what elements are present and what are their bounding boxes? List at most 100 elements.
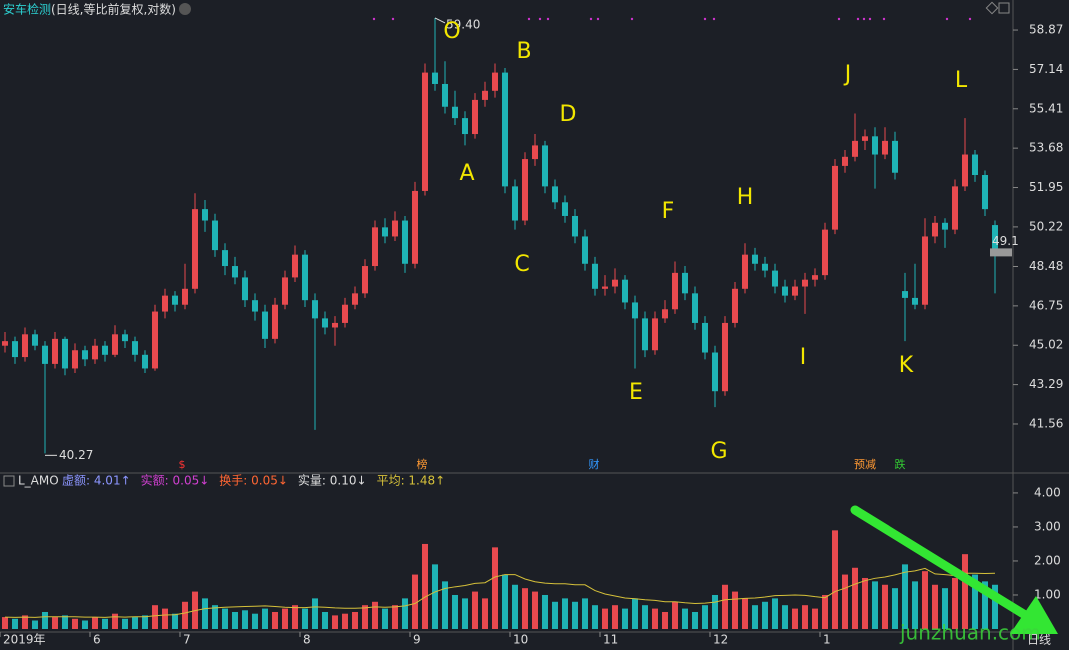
- y-tick-label: 3.00: [1034, 519, 1061, 533]
- last-price-box: [990, 248, 1012, 257]
- candle-body: [162, 295, 168, 312]
- volume-bar: [102, 618, 108, 629]
- volume-bar: [292, 605, 298, 629]
- candle-body: [272, 304, 278, 339]
- candle-body: [562, 202, 568, 216]
- volume-bar: [152, 605, 158, 629]
- volume-bar: [282, 608, 288, 629]
- candle-body: [262, 311, 268, 339]
- x-tick-label: 10: [513, 633, 528, 647]
- candle-body: [572, 215, 578, 237]
- candle-body: [672, 272, 678, 310]
- candle-body: [112, 334, 118, 355]
- volume-bar: [592, 605, 598, 629]
- volume-bar: [432, 564, 438, 629]
- candle-body: [802, 279, 808, 287]
- volume-stat: 虚额: 4.01↑: [62, 474, 131, 488]
- volume-bar: [772, 598, 778, 629]
- x-tick-label: 11: [603, 633, 618, 647]
- volume-stat: 换手: 0.05↓: [219, 474, 288, 488]
- volume-bar: [702, 605, 708, 629]
- candle-body: [12, 341, 18, 358]
- annotation: E: [629, 380, 643, 405]
- dropdown-icon[interactable]: [179, 3, 191, 15]
- volume-bar: [532, 591, 538, 629]
- candle-body: [202, 209, 208, 221]
- volume-stat: 实额: 0.05↓: [141, 473, 210, 488]
- candle-body: [232, 266, 238, 278]
- candle-body: [662, 309, 668, 319]
- y-tick-label: 55.41: [1029, 101, 1063, 115]
- candle-body: [392, 220, 398, 237]
- candle-body: [602, 286, 608, 289]
- volume-bar: [622, 608, 628, 629]
- x-tick-label: 1: [823, 633, 831, 647]
- volume-bar: [362, 605, 368, 629]
- candle-body: [682, 272, 688, 294]
- toolbar-icon[interactable]: [998, 2, 1010, 14]
- candle-body: [642, 318, 648, 351]
- candle-body: [242, 277, 248, 301]
- volume-bar: [582, 598, 588, 629]
- annotation: I: [800, 345, 807, 370]
- volume-bar: [612, 605, 618, 629]
- annotation: B: [516, 39, 531, 64]
- candle-body: [552, 186, 558, 203]
- volume-bar: [132, 617, 138, 629]
- indicator-toggle[interactable]: [3, 475, 15, 487]
- volume-bar: [562, 598, 568, 629]
- x-tick-label: 2019年: [3, 633, 46, 647]
- volume-bar: [262, 608, 268, 629]
- volume-stat: 实量: 0.10↓: [298, 473, 367, 488]
- volume-bar: [492, 547, 498, 629]
- candle-body: [742, 254, 748, 289]
- candle-body: [222, 250, 228, 267]
- toolbar-icon[interactable]: [985, 1, 999, 15]
- candle-body: [532, 145, 538, 160]
- annotation: G: [710, 439, 727, 464]
- candle-body: [432, 72, 438, 84]
- volume-bar: [822, 594, 828, 629]
- volume-bar: [122, 618, 128, 629]
- volume-bar: [442, 581, 448, 629]
- y-tick-label: 50.22: [1029, 219, 1063, 233]
- volume-bar: [452, 594, 458, 629]
- volume-bar: [302, 608, 308, 629]
- annotation: A: [459, 161, 474, 186]
- candle-body: [172, 295, 178, 305]
- candle-body: [952, 186, 958, 230]
- candle-body: [962, 154, 968, 187]
- candle-body: [722, 322, 728, 392]
- last-price-label: 49.1: [992, 234, 1019, 248]
- candle-body: [502, 72, 508, 187]
- high-label: 59.40: [446, 17, 480, 31]
- candle-body: [752, 254, 758, 264]
- volume-bar: [952, 577, 958, 629]
- volume-bar: [692, 611, 698, 629]
- candle-body: [412, 190, 418, 264]
- candle-body: [542, 145, 548, 187]
- candle-body: [252, 300, 258, 312]
- candle-body: [342, 304, 348, 323]
- annotation: H: [737, 185, 754, 210]
- volume-bar: [12, 618, 18, 629]
- volume-bar: [402, 598, 408, 629]
- candle-body: [902, 291, 908, 298]
- volume-bar: [212, 605, 218, 629]
- candle-body: [352, 293, 358, 305]
- event-marker: 跌: [895, 457, 906, 471]
- candle-body: [712, 352, 718, 392]
- candle-body: [492, 72, 498, 91]
- annotation: C: [514, 252, 529, 277]
- candle-body: [822, 229, 828, 276]
- volume-bar: [882, 584, 888, 629]
- volume-bar: [792, 608, 798, 629]
- candle-body: [452, 106, 458, 119]
- x-tick-label: 8: [303, 633, 311, 647]
- x-tick-label: 6: [93, 633, 101, 647]
- volume-bar: [82, 620, 88, 629]
- candle-body: [372, 227, 378, 267]
- volume-bar: [162, 608, 168, 629]
- chart-title: 安车检测: [3, 2, 51, 17]
- volume-bar: [332, 615, 338, 629]
